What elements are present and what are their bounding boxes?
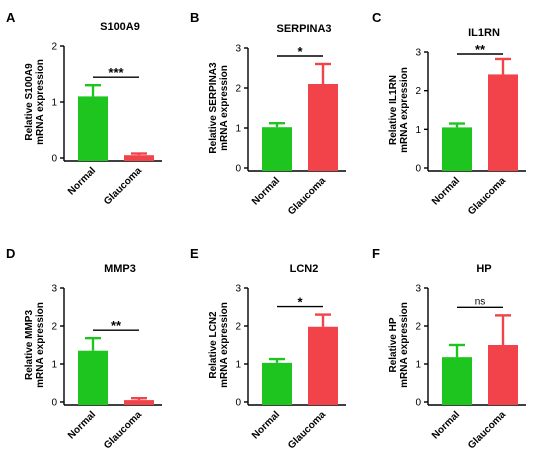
bar-normal <box>442 127 472 171</box>
x-category-label: Normal <box>430 175 462 207</box>
y-tick-label: 1 <box>51 360 57 371</box>
bar-glaucoma <box>124 400 154 405</box>
y-tick-label: 2 <box>415 86 421 97</box>
y-axis-label: Relative IL1RN <box>388 75 399 145</box>
y-tick-label: 1 <box>235 124 241 135</box>
y-axis-label: Relative SERPINA3 <box>208 62 219 154</box>
y-axis-label: Relative HP <box>388 317 399 372</box>
chart-title: SERPINA3 <box>276 23 331 35</box>
y-axis-label-units: mRNA expression <box>399 67 410 153</box>
y-tick-label: 2 <box>51 42 57 53</box>
bar-normal <box>262 362 292 405</box>
bar-normal <box>78 96 108 161</box>
chart-title: MMP3 <box>104 263 136 275</box>
y-tick-label: 0 <box>51 154 57 165</box>
panel-letter: B <box>190 10 199 25</box>
y-tick-label: 2 <box>51 322 57 333</box>
y-axis-label-units: mRNA expression <box>399 302 410 388</box>
panel-letter: E <box>190 246 199 261</box>
bar-glaucoma <box>308 326 338 405</box>
chart-panel-a: A S100A9 Relative S100A9 mRNA expression 0 1 2… <box>6 10 162 207</box>
y-axis-label: Relative LCN2 <box>208 311 219 379</box>
x-category-label: Glaucoma <box>286 409 328 451</box>
y-tick-label: 0 <box>415 164 421 175</box>
x-category-label: Glaucoma <box>466 175 508 217</box>
y-tick-label: 0 <box>235 164 241 175</box>
chart-title: LCN2 <box>290 263 319 275</box>
chart-title: HP <box>476 263 491 275</box>
significance-marker: ns <box>475 296 486 307</box>
y-axis-label-units: mRNA expression <box>35 302 46 388</box>
x-category-label: Normal <box>250 409 282 441</box>
chart-panel-c: C IL1RN Relative IL1RN mRNA expression 0 1 2 3 N… <box>372 10 526 217</box>
panel-letter: C <box>372 10 382 25</box>
y-axis-label-units: mRNA expression <box>219 302 230 388</box>
x-category-label: Normal <box>250 175 282 207</box>
x-category-label: Normal <box>430 409 462 441</box>
x-category-label: Normal <box>66 409 98 441</box>
y-axis-label: Relative S100A9 <box>24 63 35 141</box>
panel-letter: F <box>372 246 380 261</box>
panel-letter: A <box>6 10 16 25</box>
bar-glaucoma <box>488 345 518 405</box>
bar-glaucoma <box>124 155 154 161</box>
x-category-label: Glaucoma <box>102 165 144 207</box>
bar-normal <box>262 127 292 171</box>
y-tick-label: 1 <box>235 360 241 371</box>
y-tick-label: 1 <box>415 360 421 371</box>
y-tick-label: 2 <box>235 84 241 95</box>
chart-panel-e: E LCN2 Relative LCN2 mRNA expression 0 1 2 3 Nor… <box>190 246 346 451</box>
significance-marker: *** <box>108 65 124 80</box>
chart-panel-f: F HP Relative HP mRNA expression 0 1 2 3 Normal G… <box>372 246 526 451</box>
significance-marker: * <box>297 44 303 59</box>
x-category-label: Glaucoma <box>286 175 328 217</box>
chart-panel-d: D MMP3 Relative MMP3 mRNA expression 0 1 2 3 Nor… <box>6 246 162 451</box>
y-tick-label: 2 <box>415 322 421 333</box>
y-tick-label: 1 <box>415 125 421 136</box>
significance-marker: * <box>297 295 303 310</box>
y-tick-label: 3 <box>235 44 241 55</box>
y-tick-label: 3 <box>235 284 241 295</box>
y-tick-label: 2 <box>235 322 241 333</box>
x-category-label: Normal <box>66 165 98 197</box>
bar-glaucoma <box>488 74 518 171</box>
y-tick-label: 3 <box>415 48 421 59</box>
y-tick-label: 1 <box>51 98 57 109</box>
y-axis-label-units: mRNA expression <box>219 65 230 151</box>
y-tick-label: 3 <box>415 284 421 295</box>
chart-panel-b: B SERPINA3 Relative SERPINA3 mRNA expressio… <box>190 10 346 217</box>
panel-letter: D <box>6 246 15 261</box>
significance-marker: ** <box>111 318 122 333</box>
y-tick-label: 0 <box>415 398 421 409</box>
x-category-label: Glaucoma <box>102 409 144 451</box>
x-category-label: Glaucoma <box>466 409 508 451</box>
bar-normal <box>78 350 108 405</box>
y-tick-label: 3 <box>51 284 57 295</box>
chart-title: IL1RN <box>468 27 500 39</box>
chart-title: S100A9 <box>100 21 140 33</box>
significance-marker: ** <box>475 42 486 57</box>
y-tick-label: 0 <box>51 398 57 409</box>
bar-glaucoma <box>308 84 338 171</box>
bar-normal <box>442 357 472 405</box>
y-axis-label: Relative MMP3 <box>24 310 35 380</box>
y-axis-label-units: mRNA expression <box>35 59 46 145</box>
y-tick-label: 0 <box>235 398 241 409</box>
